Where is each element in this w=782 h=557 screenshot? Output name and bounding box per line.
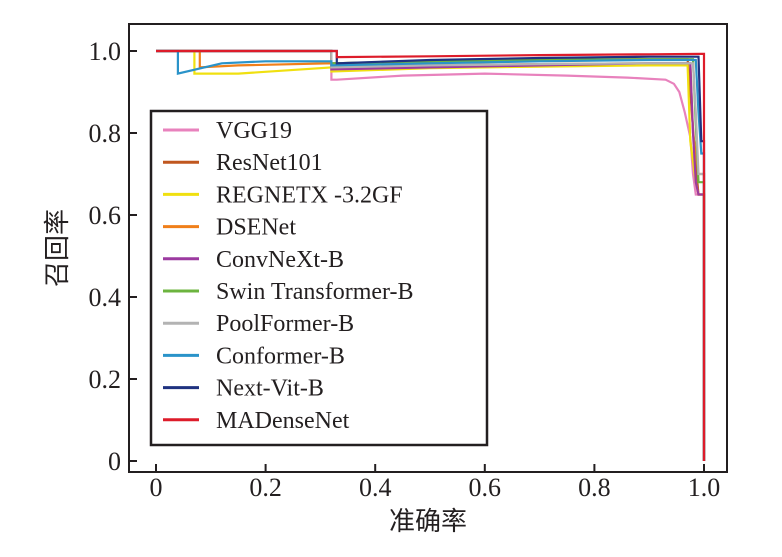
y-tick-label: 1.0 [89,37,122,66]
legend-label-vgg19: VGG19 [216,118,292,144]
legend-label-convnext-b: ConvNeXt-B [216,247,344,273]
x-tick-label: 0.2 [249,473,282,502]
series-line-madensenet [156,49,706,461]
legend-label-swin-transformer-b: Swin Transformer-B [216,279,414,305]
x-tick-label: 0 [150,473,163,502]
series-layer [156,49,706,461]
legend-label-dsenet: DSENet [216,215,296,241]
legend-label-poolformer-b: PoolFormer-B [216,311,354,337]
legend-label-madensenet: MADenseNet [216,408,350,434]
legend-box [149,109,489,447]
legend: VGG19 ResNet101 REGNETX -3.2GF DSENet ConvNe… [149,109,489,447]
legend-label-conformer-b: Conformer-B [216,343,345,369]
y-tick-label: 0.4 [89,283,122,312]
y-tick-label: 0.2 [89,365,122,394]
y-tick-label: 0 [108,447,121,476]
y-axis-title: 召回率 [43,209,73,287]
y-tick-label: 0.6 [89,201,122,230]
legend-label-resnet101: ResNet101 [216,150,323,176]
plot-frame [128,23,728,473]
legend-label-regnetx-3-2gf: REGNETX -3.2GF [216,182,403,208]
x-axis-title: 准确率 [389,507,467,537]
x-tick-label: 1.0 [688,473,721,502]
series-line-vgg19 [156,49,706,461]
x-tick-label: 0.6 [469,473,502,502]
y-tick-label: 0.8 [89,119,122,148]
legend-label-next-vit-b: Next-Vit-B [216,376,324,402]
x-tick-label: 0.4 [359,473,392,502]
x-tick-label: 0.8 [578,473,611,502]
